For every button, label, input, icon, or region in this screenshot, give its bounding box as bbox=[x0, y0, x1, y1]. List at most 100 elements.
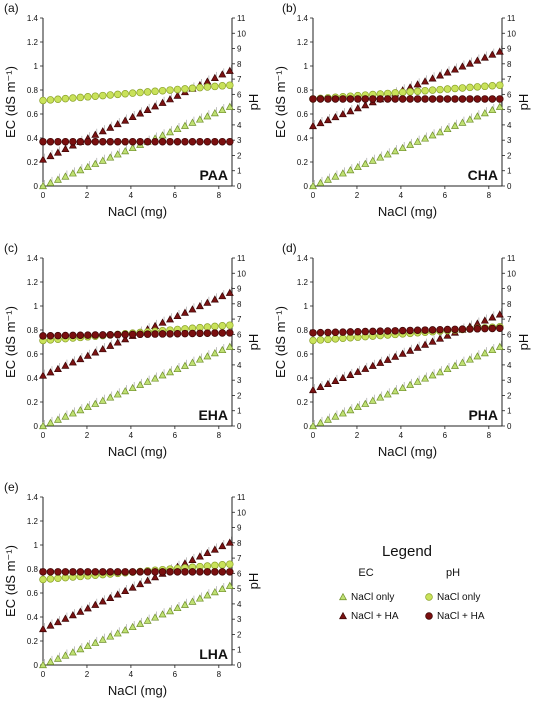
data-point bbox=[151, 573, 160, 581]
data-point bbox=[98, 156, 107, 164]
series-ph-nacl-ha bbox=[309, 324, 504, 337]
data-point bbox=[436, 368, 445, 376]
sample-name: LHA bbox=[199, 646, 228, 662]
data-point bbox=[210, 295, 219, 303]
data-point bbox=[151, 137, 159, 146]
y-tick-label: 0 bbox=[34, 182, 39, 191]
data-point bbox=[39, 155, 47, 163]
data-point bbox=[480, 316, 489, 324]
data-point bbox=[61, 94, 70, 103]
data-point bbox=[458, 84, 467, 92]
data-point bbox=[316, 418, 325, 426]
data-point bbox=[46, 568, 55, 576]
data-point bbox=[136, 137, 144, 146]
y-tick-label: 0.4 bbox=[27, 374, 39, 383]
data-point bbox=[495, 47, 504, 55]
data-point bbox=[398, 349, 407, 357]
data-point bbox=[121, 586, 130, 595]
data-point bbox=[39, 96, 47, 105]
data-point bbox=[128, 622, 137, 631]
data-point bbox=[196, 568, 204, 576]
sample-name: PHA bbox=[468, 407, 498, 423]
data-point bbox=[128, 89, 137, 97]
data-point bbox=[196, 329, 204, 338]
y-tick-label: 1.4 bbox=[297, 14, 309, 23]
y2-axis-title: pH bbox=[516, 334, 531, 351]
data-point bbox=[166, 568, 174, 576]
data-point bbox=[361, 159, 370, 167]
data-point bbox=[203, 83, 212, 91]
data-point bbox=[143, 568, 152, 576]
data-point bbox=[210, 109, 219, 117]
data-point bbox=[413, 87, 422, 95]
data-point bbox=[39, 371, 47, 379]
data-point bbox=[106, 593, 115, 601]
data-point bbox=[480, 53, 489, 61]
data-point bbox=[398, 143, 407, 152]
y2-tick-label: 8 bbox=[237, 539, 242, 548]
y-tick-label: 0.4 bbox=[297, 134, 309, 143]
data-point bbox=[143, 616, 152, 624]
data-point bbox=[91, 399, 100, 407]
y-tick-label: 1.4 bbox=[27, 493, 39, 502]
data-point bbox=[353, 104, 362, 112]
y2-tick-label: 9 bbox=[237, 285, 242, 294]
data-point bbox=[316, 178, 325, 186]
sample-name: PAA bbox=[199, 167, 228, 183]
data-point bbox=[166, 86, 174, 94]
data-point bbox=[121, 568, 129, 576]
y-tick-label: 0.4 bbox=[297, 374, 309, 383]
data-point bbox=[158, 568, 167, 576]
data-point bbox=[39, 624, 47, 633]
data-point bbox=[106, 393, 115, 401]
data-point bbox=[383, 327, 392, 335]
data-point bbox=[196, 83, 204, 92]
data-point bbox=[225, 102, 234, 110]
data-point bbox=[436, 128, 445, 136]
data-point bbox=[331, 112, 340, 121]
data-point bbox=[98, 344, 107, 353]
data-point bbox=[203, 352, 212, 360]
y2-tick-label: 2 bbox=[507, 391, 512, 400]
y2-tick-label: 3 bbox=[237, 376, 242, 385]
data-point bbox=[188, 84, 197, 93]
data-point bbox=[391, 327, 399, 335]
y2-tick-label: 5 bbox=[237, 585, 242, 594]
data-point bbox=[458, 358, 467, 366]
data-point bbox=[495, 102, 504, 110]
data-point bbox=[203, 568, 212, 576]
data-point bbox=[76, 607, 85, 615]
data-point bbox=[210, 588, 219, 596]
y2-tick-label: 4 bbox=[237, 600, 242, 609]
data-point bbox=[481, 324, 489, 333]
data-point bbox=[113, 629, 122, 637]
y-tick-label: 1.2 bbox=[27, 38, 39, 47]
data-point bbox=[158, 98, 167, 106]
y-tick-label: 0.2 bbox=[27, 637, 39, 646]
data-point bbox=[195, 301, 204, 310]
data-point bbox=[443, 331, 452, 339]
y2-tick-label: 10 bbox=[507, 269, 516, 278]
data-point bbox=[361, 399, 370, 407]
data-point bbox=[173, 91, 182, 99]
y-axis-title: EC (dS m⁻¹) bbox=[3, 306, 18, 378]
y2-tick-label: 2 bbox=[507, 151, 512, 160]
data-point bbox=[488, 313, 497, 321]
data-point bbox=[210, 73, 219, 81]
data-point bbox=[166, 128, 175, 136]
data-point bbox=[113, 590, 122, 598]
data-point bbox=[195, 552, 204, 560]
x-tick-label: 4 bbox=[129, 431, 134, 440]
series-ec-nacl-ha bbox=[39, 536, 234, 633]
data-point bbox=[121, 626, 130, 634]
panel-label: (a) bbox=[4, 1, 19, 15]
panel-label: (e) bbox=[4, 480, 19, 494]
data-point bbox=[83, 604, 92, 612]
data-point bbox=[473, 83, 482, 91]
data-point bbox=[61, 361, 70, 369]
data-point bbox=[195, 115, 204, 123]
data-point bbox=[46, 137, 55, 146]
series-ph-nacl-ha bbox=[309, 95, 504, 103]
y2-tick-label: 2 bbox=[237, 391, 242, 400]
y2-axis-title: pH bbox=[246, 94, 261, 111]
